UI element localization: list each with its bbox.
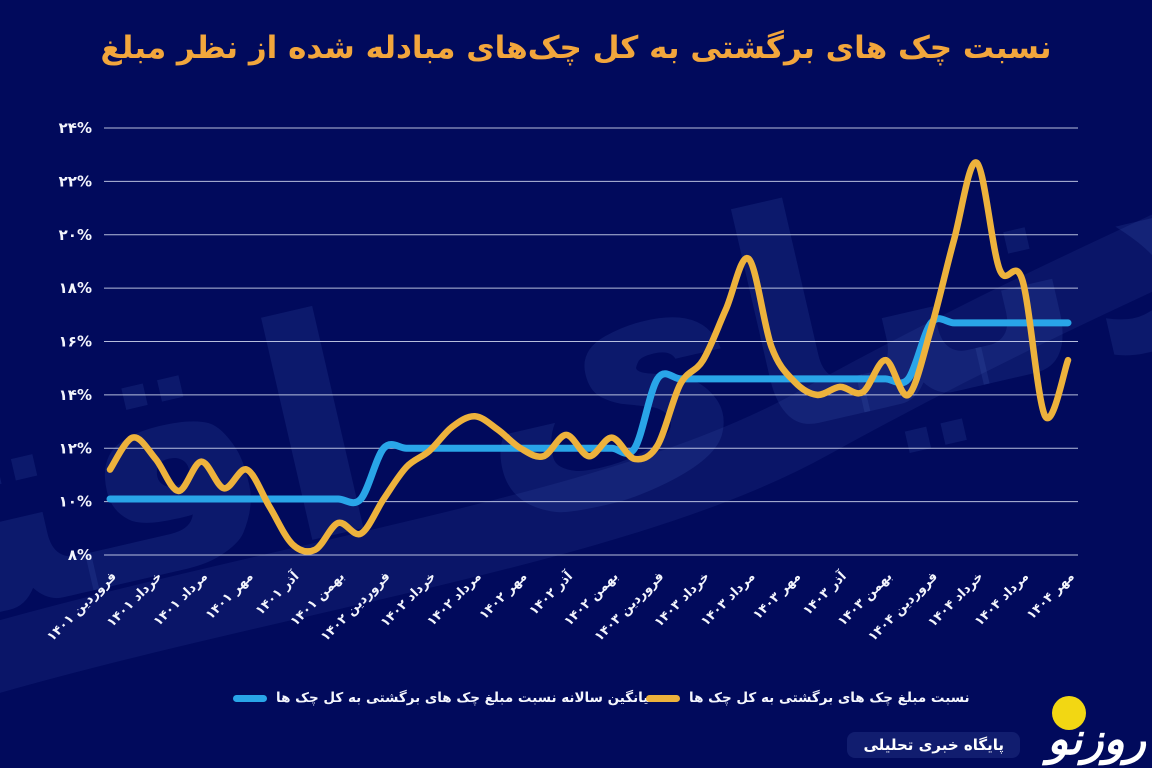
- monthly-line-series: [106, 159, 1072, 555]
- chart-title: نسبت چک های برگشتی به کل چک‌های مبادله ش…: [100, 30, 1052, 66]
- logo-wordmark: روزنو: [1047, 714, 1146, 765]
- legend-label-monthly: نسبت مبلغ چک های برگشتی به کل چک ها: [689, 690, 970, 706]
- legend-label-average: میانگین سالانه نسبت مبلغ چک های برگشتی ب…: [276, 690, 658, 706]
- y-axis-label: ۲۲%: [59, 172, 92, 190]
- y-axis-label: ۱۲%: [59, 439, 92, 457]
- y-axis-label: ۱۰%: [59, 493, 92, 511]
- y-axis-label: ۲۰%: [59, 226, 92, 244]
- logo-yellow-circle: [1052, 696, 1086, 730]
- y-axis-label: ۱۸%: [59, 279, 92, 297]
- y-axis-label: ۸%: [68, 546, 92, 564]
- x-axis-label: مهر ۱۴۰۳: [750, 569, 804, 623]
- average-line-series: [106, 315, 1072, 507]
- y-axis-label: ۱۴%: [59, 386, 92, 404]
- y-axis-label: ۲۴%: [59, 119, 92, 137]
- watermark-swoosh: [0, 214, 1152, 693]
- legend-item-average: میانگین سالانه نسبت مبلغ چک های برگشتی ب…: [233, 690, 657, 706]
- legend-item-monthly: نسبت مبلغ چک های برگشتی به کل چک ها: [646, 690, 970, 706]
- x-axis-label: مهر ۱۴۰۲: [477, 569, 531, 623]
- legend-swatch-average: [233, 694, 267, 702]
- legend-swatch-monthly: [646, 694, 680, 702]
- publisher-tagline: پایگاه خبری تحلیلی: [847, 732, 1020, 758]
- y-axis-label: ۱۶%: [59, 333, 92, 351]
- publisher-logo: روزنو: [1016, 694, 1148, 768]
- x-axis-label: مهر ۱۴۰۴: [1024, 569, 1078, 623]
